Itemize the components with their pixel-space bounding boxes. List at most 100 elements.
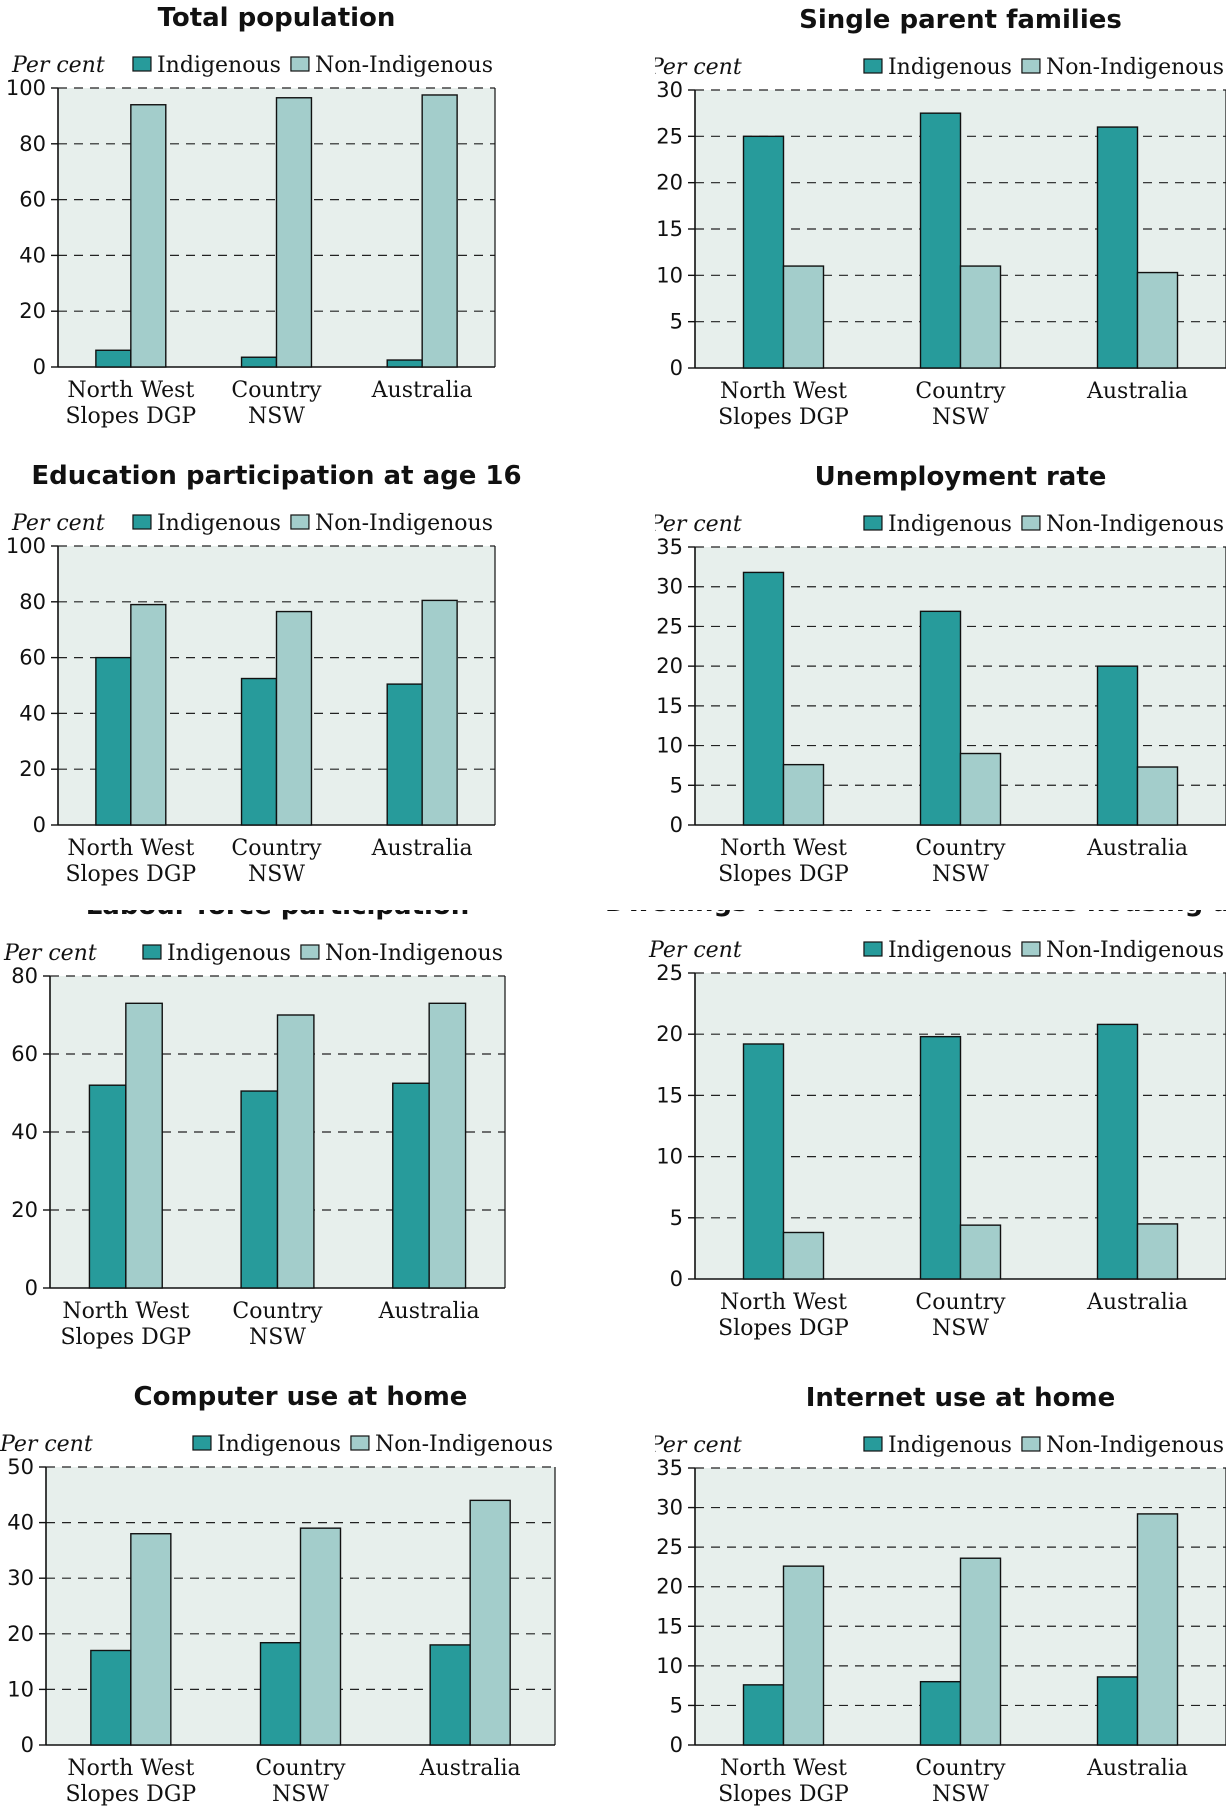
bar-non-indigenous-1 (782, 1231, 825, 1280)
bar-non-indigenous-2 (959, 752, 1002, 826)
bar-non-indigenous-1 (130, 104, 167, 368)
bar-non-indigenous-3 (428, 1002, 467, 1289)
x-category-label: Australia (1086, 1290, 1188, 1315)
legend-label-indigenous: Indigenous (888, 512, 1012, 537)
bar-indigenous-1 (742, 571, 785, 826)
y-tick-label: 15 (656, 1083, 683, 1107)
legend-swatch-indigenous (863, 58, 883, 74)
bar-indigenous-3 (1096, 665, 1139, 826)
x-category-label: Australia (371, 378, 473, 403)
x-category-label: Country (915, 1290, 1006, 1315)
chart-panel-3: Education participation at age 16 Per cen… (0, 455, 560, 905)
y-tick-label: 40 (7, 1511, 34, 1535)
bar-indigenous-1 (742, 1043, 785, 1280)
x-category-label: North West (67, 836, 194, 861)
legend-swatch-non-indigenous (1021, 515, 1041, 531)
legend-label-non-indigenous: Non-Indigenous (315, 511, 493, 536)
legend-label-non-indigenous: Non-Indigenous (1046, 512, 1224, 537)
chart-panel-8: Internet use at home Per cent Non-Indigeno… (648, 1365, 1226, 1811)
x-category-label: NSW (932, 1316, 989, 1341)
bar-non-indigenous-3 (421, 599, 458, 826)
chart-title: Education participation at age 16 (31, 461, 521, 491)
x-category-label: Country (231, 378, 322, 403)
chart-svg: Unemployment rate Per cent Non-Indigenous I… (648, 462, 1226, 887)
bar-indigenous-2 (240, 677, 278, 826)
x-category-label: North West (67, 378, 194, 403)
x-category-label: Slopes DGP (718, 1316, 849, 1341)
x-category-label: NSW (932, 862, 989, 887)
chart-svg: Internet use at home Per cent Non-Indigeno… (648, 1383, 1226, 1807)
chart-svg: Total population Per cent Non-Indigenous In… (6, 3, 496, 429)
x-category-label: Country (915, 1756, 1006, 1781)
x-category-label: Country (232, 1299, 323, 1324)
x-category-label: NSW (932, 1782, 989, 1807)
legend-label-non-indigenous: Non-Indigenous (1046, 938, 1224, 963)
bar-indigenous-1 (88, 1084, 127, 1289)
legend-label-indigenous: Indigenous (157, 511, 281, 536)
bar-non-indigenous-2 (959, 265, 1002, 369)
bar-non-indigenous-1 (782, 763, 825, 826)
y-axis-label: Per cent (655, 55, 742, 80)
legend-swatch-indigenous (863, 515, 883, 531)
y-tick-label: 35 (656, 1456, 683, 1480)
legend-label-indigenous: Indigenous (888, 55, 1012, 80)
y-tick-label: 0 (670, 813, 683, 837)
x-category-label: Country (915, 379, 1006, 404)
bar-non-indigenous-2 (299, 1527, 342, 1746)
bar-indigenous-2 (919, 112, 962, 369)
bar-indigenous-1 (95, 349, 132, 368)
chart-panel-6: Dwellings rented from the State housing … (605, 888, 1226, 1360)
y-axis-label: Per cent (655, 512, 742, 537)
y-tick-label: 10 (656, 1145, 683, 1169)
legend-label-indigenous: Indigenous (888, 938, 1012, 963)
chart-svg: Education participation at age 16 Per cen… (6, 461, 522, 887)
bar-indigenous-3 (392, 1082, 430, 1289)
y-tick-label: 60 (19, 188, 46, 212)
y-tick-label: 25 (656, 1535, 683, 1559)
y-axis-label: Per cent (11, 511, 105, 536)
x-category-label: NSW (248, 862, 305, 887)
bar-indigenous-3 (429, 1644, 471, 1746)
bar-indigenous-2 (259, 1641, 302, 1746)
x-category-label: Country (915, 836, 1006, 861)
y-axis-label: Per cent (11, 53, 105, 78)
bar-indigenous-3 (1096, 1023, 1139, 1280)
x-category-label: NSW (248, 404, 305, 429)
legend-swatch-indigenous (863, 941, 883, 957)
x-category-label: NSW (272, 1782, 329, 1807)
y-tick-label: 5 (670, 1693, 683, 1717)
x-category-label: Australia (419, 1756, 521, 1781)
y-tick-label: 80 (19, 590, 46, 614)
chart-title: Internet use at home (806, 1383, 1116, 1413)
legend-label-indigenous: Indigenous (888, 1433, 1012, 1458)
bar-non-indigenous-3 (421, 94, 458, 368)
bar-non-indigenous-3 (1136, 1513, 1179, 1746)
legend-label-non-indigenous: Non-Indigenous (315, 53, 493, 78)
y-tick-label: 60 (11, 1042, 38, 1066)
legend: Non-Indigenous Indigenous (863, 55, 1224, 80)
chart-title: Computer use at home (134, 1382, 468, 1412)
x-category-label: Slopes DGP (718, 405, 849, 430)
bar-non-indigenous-1 (782, 265, 825, 369)
bar-non-indigenous-3 (1136, 271, 1179, 369)
chart-svg: Computer use at home Per cent Non-Indigeno… (0, 1382, 556, 1807)
legend: Non-Indigenous Indigenous (132, 511, 493, 536)
y-tick-label: 30 (656, 78, 683, 102)
y-tick-label: 5 (670, 310, 683, 334)
x-category-label: Australia (378, 1299, 480, 1324)
y-tick-label: 5 (670, 1206, 683, 1230)
legend-swatch-non-indigenous (1021, 1436, 1041, 1452)
y-tick-label: 20 (11, 1198, 38, 1222)
y-tick-label: 20 (656, 1022, 683, 1046)
legend-swatch-indigenous (142, 944, 162, 960)
y-tick-label: 35 (656, 535, 683, 559)
chart-panel-5: Labour force participation Per cent Non-In… (0, 891, 560, 1360)
chart-svg: Single parent families Per cent Non-Indige… (648, 5, 1226, 430)
legend-swatch-non-indigenous (350, 1435, 370, 1451)
chart-title: Total population (158, 3, 396, 33)
bar-non-indigenous-3 (1136, 766, 1179, 826)
legend: Non-Indigenous Indigenous (132, 53, 493, 78)
bar-indigenous-1 (742, 135, 785, 369)
bar-indigenous-1 (95, 656, 132, 826)
legend-swatch-non-indigenous (300, 944, 320, 960)
